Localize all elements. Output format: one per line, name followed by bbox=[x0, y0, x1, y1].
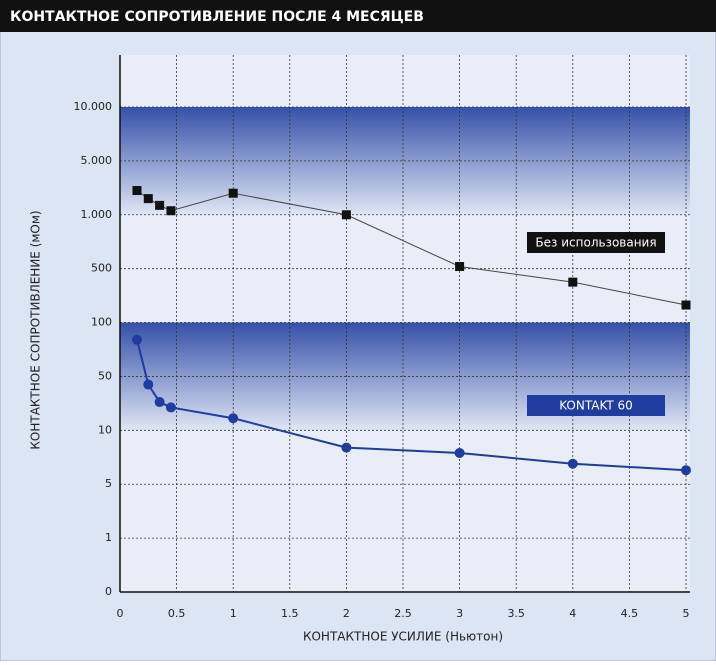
y-tick-label: 50 bbox=[98, 369, 112, 382]
y-tick-label: 1.000 bbox=[81, 208, 113, 221]
point bbox=[341, 210, 351, 220]
legend-label: Без использования bbox=[535, 236, 656, 250]
y-axis-label: КОНТАКТНОЕ СОПРОТИВЛЕНИЕ (мОм) bbox=[29, 210, 43, 449]
y-tick-label: 100 bbox=[91, 316, 112, 329]
x-tick-label: 0 bbox=[117, 607, 124, 620]
x-tick-label: 3.5 bbox=[507, 607, 525, 620]
x-tick-label: 1 bbox=[230, 607, 237, 620]
point bbox=[166, 206, 176, 216]
point bbox=[155, 200, 165, 210]
point bbox=[681, 300, 691, 310]
x-tick-label: 0.5 bbox=[168, 607, 186, 620]
point bbox=[455, 262, 465, 272]
point bbox=[228, 413, 239, 424]
legend-box bbox=[527, 395, 665, 416]
y-tick-label: 5.000 bbox=[81, 154, 113, 167]
point bbox=[454, 447, 465, 458]
point bbox=[341, 442, 352, 453]
x-tick-label: 1.5 bbox=[281, 607, 299, 620]
y-tick-label: 0 bbox=[105, 585, 112, 598]
y-tick-label: 10 bbox=[98, 423, 112, 436]
x-tick-label: 2.5 bbox=[394, 607, 412, 620]
point bbox=[228, 188, 238, 198]
legend-label: KONTAKT 60 bbox=[559, 399, 633, 413]
y-tick-label: 500 bbox=[91, 262, 112, 275]
x-tick-label: 3 bbox=[456, 607, 463, 620]
x-axis-label: КОНТАКТНОЕ УСИЛИЕ (Ньютон) bbox=[303, 630, 503, 644]
point bbox=[567, 458, 578, 469]
legend-box bbox=[527, 232, 665, 253]
x-tick-label: 4.5 bbox=[621, 607, 639, 620]
y-tick-label: 5 bbox=[105, 477, 112, 490]
x-tick-label: 4 bbox=[569, 607, 576, 620]
y-tick-label: 1 bbox=[105, 531, 112, 544]
point bbox=[568, 277, 578, 287]
y-tick-label: 10.000 bbox=[74, 100, 113, 113]
point bbox=[132, 186, 142, 196]
title-bar bbox=[0, 0, 716, 32]
point bbox=[143, 194, 153, 204]
point bbox=[131, 334, 142, 345]
x-tick-label: 2 bbox=[343, 607, 350, 620]
point bbox=[681, 465, 691, 476]
x-tick-label: 5 bbox=[683, 607, 690, 620]
point bbox=[165, 402, 176, 413]
chart-title: КОНТАКТНОЕ СОПРОТИВЛЕНИЕ ПОСЛЕ 4 МЕСЯЦЕВ bbox=[10, 9, 424, 25]
point bbox=[143, 379, 154, 390]
point bbox=[154, 397, 165, 408]
